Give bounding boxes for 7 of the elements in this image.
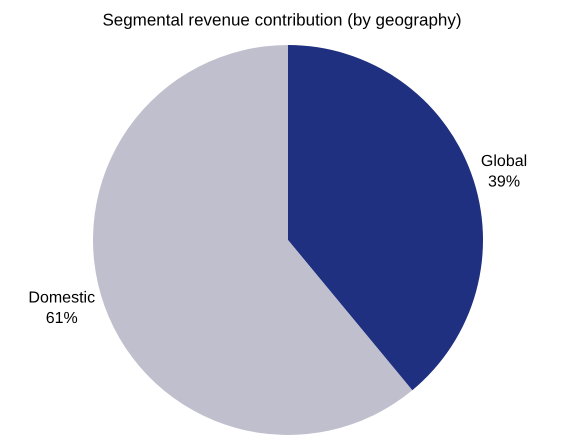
data-label: 61% <box>46 310 78 328</box>
chart-title: Segmental revenue contribution (by geography) <box>102 10 462 30</box>
pie-slice <box>93 45 412 435</box>
slice-label: Domestic <box>28 289 96 306</box>
data-label: 39% <box>488 174 520 191</box>
slice-label: Global <box>480 152 528 170</box>
pie-slice <box>288 45 483 390</box>
